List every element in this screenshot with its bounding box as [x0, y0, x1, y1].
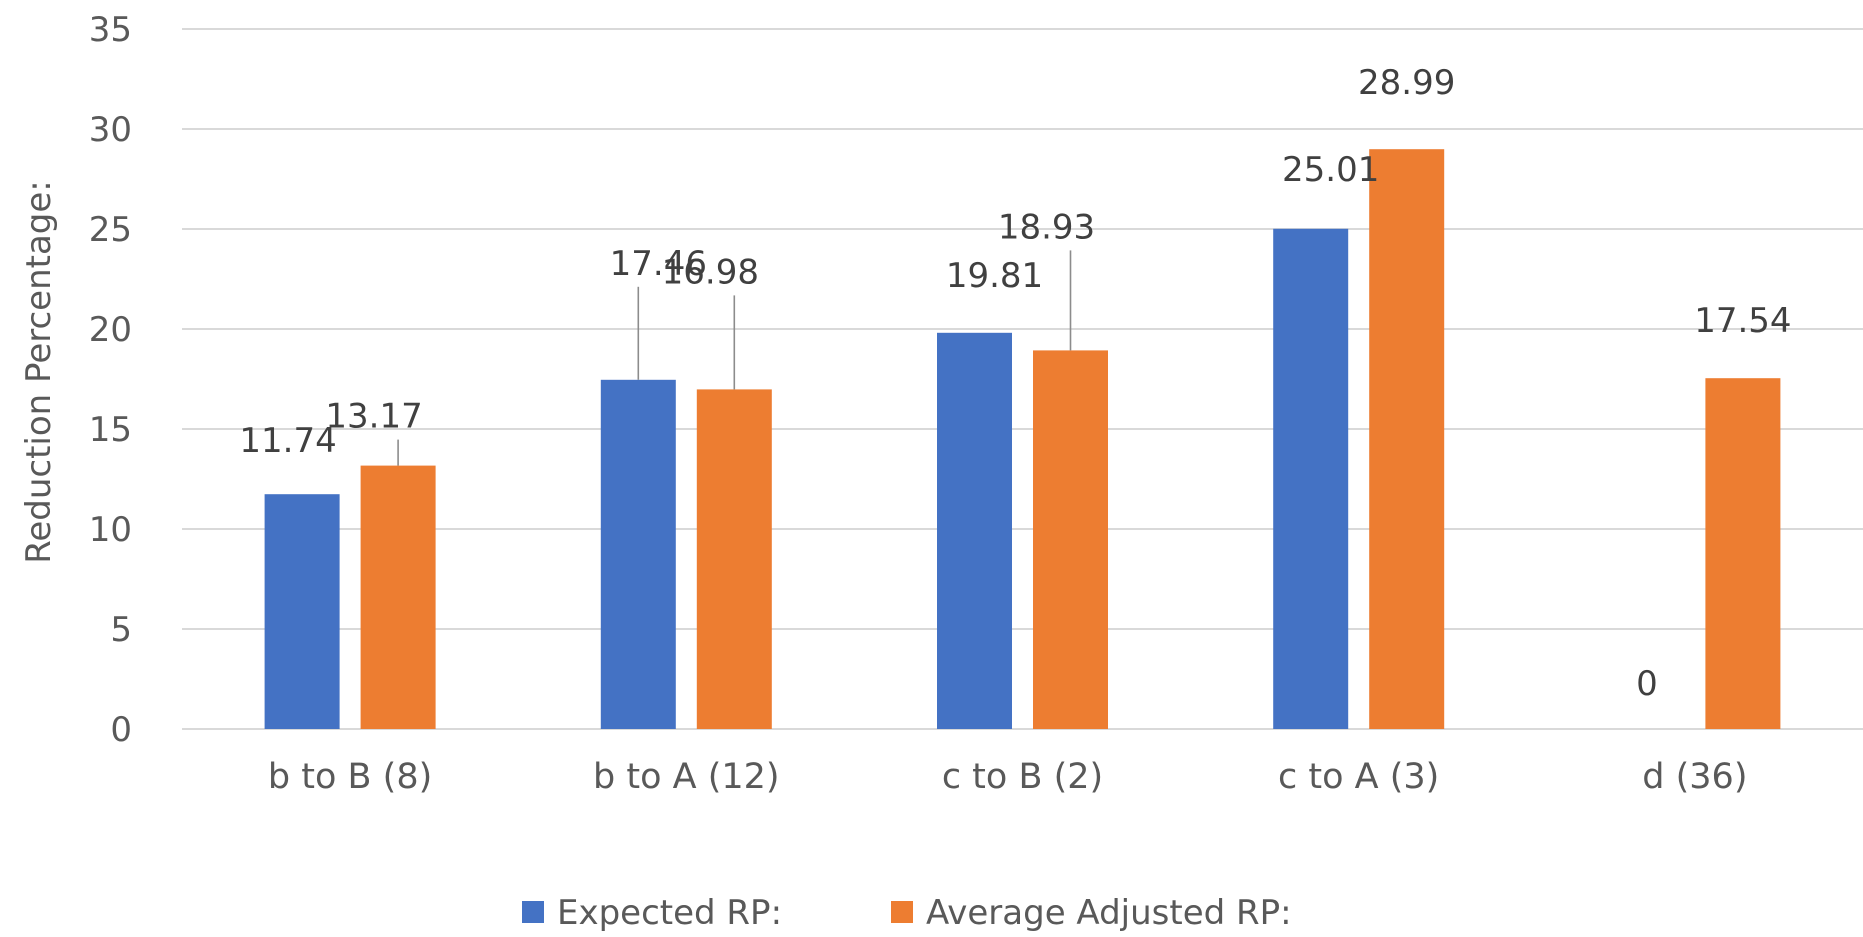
y-tick-label-30: 30	[89, 110, 132, 150]
data-label-series1-cat3: 28.99	[1358, 63, 1455, 103]
data-label-series1-cat2: 18.93	[998, 207, 1095, 247]
legend-label-average-adjusted-rp: Average Adjusted RP:	[926, 893, 1292, 933]
x-tick-label-0: b to B (8)	[268, 757, 432, 797]
bar-series1-cat4	[1705, 378, 1781, 729]
data-label-series0-cat2: 19.81	[946, 256, 1043, 296]
data-label-series1-cat4: 17.54	[1694, 301, 1791, 341]
y-tick-label-20: 20	[89, 310, 132, 350]
bar-series0-cat2	[937, 332, 1012, 729]
y-tick-label-15: 15	[89, 410, 132, 450]
legend: Expected RP: Average Adjusted RP:	[522, 893, 1292, 933]
y-tick-label-5: 5	[110, 610, 132, 650]
y-tick-label-35: 35	[89, 10, 132, 50]
y-axis-title: Reduction Percentage:	[19, 180, 59, 564]
bar-series1-cat0	[360, 465, 436, 729]
data-label-series1-cat1: 16.98	[662, 252, 759, 292]
legend-swatch-expected-rp	[522, 901, 544, 923]
data-label-series1-cat0: 13.17	[325, 397, 422, 437]
data-label-series0-cat0: 11.74	[239, 421, 336, 461]
x-tick-label-2: c to B (2)	[942, 757, 1103, 797]
y-tick-label-10: 10	[89, 510, 132, 550]
bar-series1-cat2	[1033, 350, 1108, 729]
data-label-leader-lines	[397, 250, 1072, 466]
bar-series1-cat1	[696, 389, 772, 729]
bar-series1-cat3	[1369, 149, 1445, 729]
y-axis-tick-labels: 0 5 10 15 20 25 30 35	[89, 10, 132, 750]
legend-swatch-average-adjusted-rp	[891, 901, 913, 923]
x-tick-label-4: d (36)	[1642, 757, 1747, 797]
bar-series0-cat0	[264, 494, 340, 729]
x-tick-label-3: c to A (3)	[1278, 757, 1439, 797]
data-label-series0-cat3: 25.01	[1282, 150, 1379, 190]
bars	[264, 149, 1781, 730]
bar-series0-cat1	[600, 379, 676, 729]
x-tick-label-1: b to A (12)	[593, 757, 780, 797]
y-tick-label-0: 0	[110, 710, 132, 750]
x-axis-category-labels: b to B (8) b to A (12) c to B (2) c to A (3…	[268, 757, 1748, 797]
data-label-series0-cat4: 0	[1636, 664, 1658, 704]
y-tick-label-25: 25	[89, 210, 132, 250]
bar-series0-cat3	[1273, 228, 1349, 730]
gridlines	[182, 28, 1863, 730]
legend-label-expected-rp: Expected RP:	[557, 893, 782, 933]
data-label-series0-cat1: 17.46	[610, 244, 707, 284]
